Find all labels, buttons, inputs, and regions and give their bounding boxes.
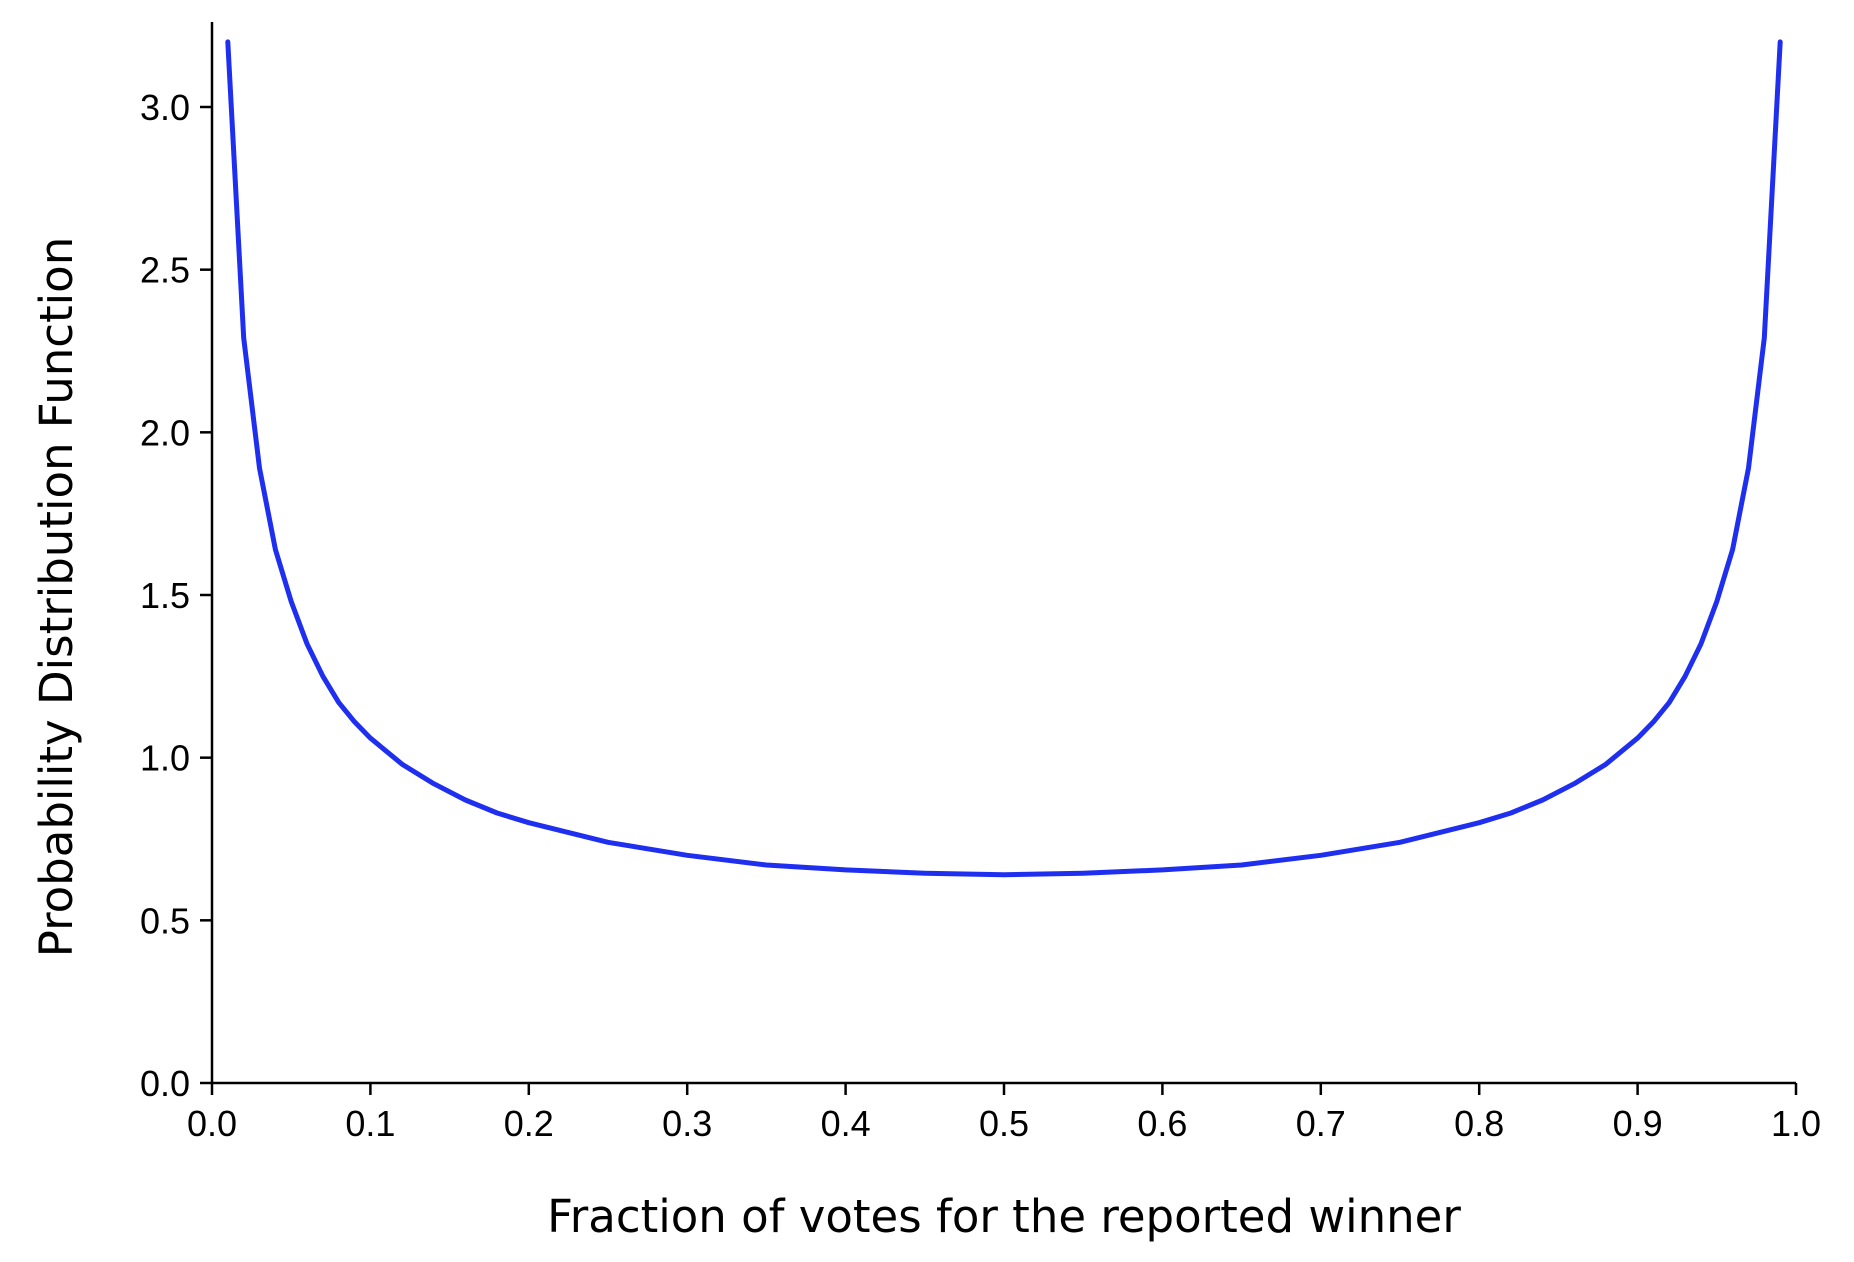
y-tick-label: 1.0 bbox=[140, 738, 190, 779]
x-tick-label: 0.8 bbox=[1454, 1103, 1504, 1144]
y-axis-ticks: 0.0 0.5 1.0 1.5 2.0 2.5 3.0 bbox=[140, 87, 212, 1104]
y-tick-label: 2.0 bbox=[140, 412, 190, 453]
x-tick-label: 0.3 bbox=[662, 1103, 712, 1144]
x-tick-label: 0.6 bbox=[1137, 1103, 1187, 1144]
x-tick-label: 0.0 bbox=[187, 1103, 237, 1144]
x-tick-label: 0.1 bbox=[345, 1103, 395, 1144]
y-tick-label: 1.5 bbox=[140, 575, 190, 616]
axes bbox=[210, 22, 1796, 1085]
series-line bbox=[225, 39, 1783, 878]
y-tick-label: 0.0 bbox=[140, 1063, 190, 1104]
x-tick-label: 0.7 bbox=[1296, 1103, 1346, 1144]
x-tick-label: 0.2 bbox=[504, 1103, 554, 1144]
x-tick-label: 1.0 bbox=[1771, 1103, 1821, 1144]
y-axis-title: Probability Distribution Function bbox=[30, 237, 83, 957]
plot-area bbox=[225, 39, 1783, 878]
y-tick-label: 2.5 bbox=[140, 250, 190, 291]
x-axis-ticks: 0.0 0.1 0.2 0.3 0.4 0.5 0.6 0.7 0.8 0.9 1.0 bbox=[187, 1083, 1821, 1144]
x-tick-label: 0.4 bbox=[821, 1103, 871, 1144]
x-tick-label: 0.9 bbox=[1613, 1103, 1663, 1144]
y-tick-label: 3.0 bbox=[140, 87, 190, 128]
x-axis-title: Fraction of votes for the reported winne… bbox=[547, 1190, 1461, 1243]
y-tick-label: 0.5 bbox=[140, 900, 190, 941]
x-tick-label: 0.5 bbox=[979, 1103, 1029, 1144]
